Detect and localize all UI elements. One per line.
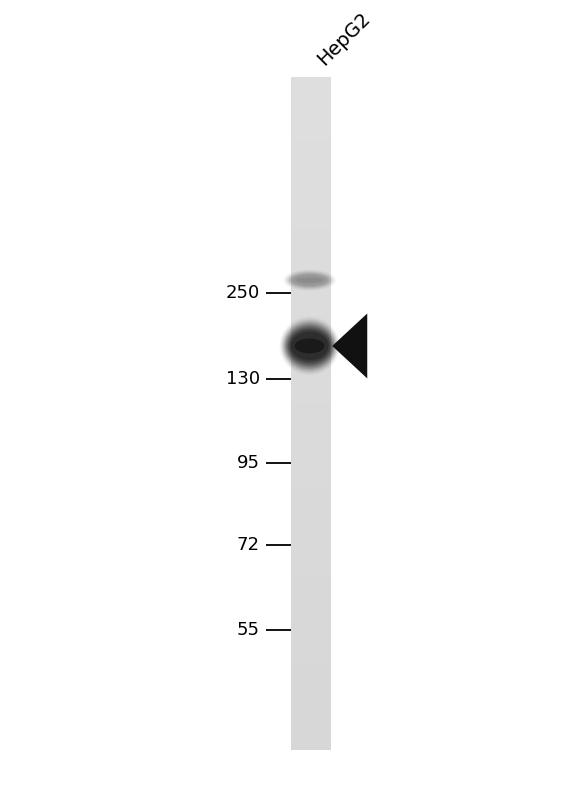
Text: 55: 55 bbox=[237, 621, 260, 639]
Ellipse shape bbox=[285, 270, 334, 290]
Text: 72: 72 bbox=[237, 536, 260, 554]
Ellipse shape bbox=[292, 274, 327, 286]
Text: 95: 95 bbox=[237, 454, 260, 472]
Polygon shape bbox=[332, 314, 367, 378]
Text: 130: 130 bbox=[226, 370, 260, 388]
Text: 250: 250 bbox=[225, 283, 260, 302]
Ellipse shape bbox=[282, 321, 337, 370]
Ellipse shape bbox=[281, 320, 338, 372]
Ellipse shape bbox=[293, 275, 326, 286]
Ellipse shape bbox=[286, 271, 333, 290]
Ellipse shape bbox=[287, 271, 332, 289]
Ellipse shape bbox=[297, 278, 323, 283]
Ellipse shape bbox=[290, 330, 329, 362]
Ellipse shape bbox=[290, 274, 329, 287]
Ellipse shape bbox=[285, 324, 334, 368]
Ellipse shape bbox=[288, 272, 331, 288]
Ellipse shape bbox=[288, 327, 332, 365]
Ellipse shape bbox=[295, 338, 324, 354]
Ellipse shape bbox=[280, 318, 339, 374]
Text: HepG2: HepG2 bbox=[314, 9, 374, 69]
Ellipse shape bbox=[284, 322, 335, 369]
Ellipse shape bbox=[289, 329, 331, 363]
Ellipse shape bbox=[291, 274, 328, 286]
Ellipse shape bbox=[291, 332, 328, 360]
Ellipse shape bbox=[286, 326, 333, 366]
Ellipse shape bbox=[289, 273, 331, 288]
